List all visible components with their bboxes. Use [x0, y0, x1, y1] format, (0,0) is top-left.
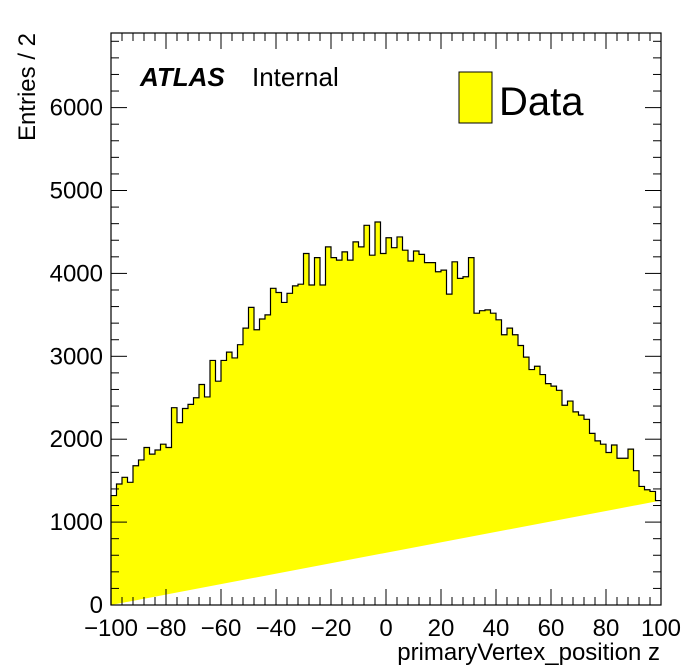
- y-tick-label: 1000: [50, 509, 103, 536]
- atlas-annotation: ATLAS Internal: [139, 62, 339, 92]
- legend-label: Data: [499, 80, 584, 124]
- x-tick-label: −40: [256, 615, 297, 642]
- legend-swatch: [458, 71, 493, 124]
- x-tick-label: 20: [428, 615, 455, 642]
- x-tick-labels: −100 −80 −60 −40 −20 0 20 40 60 80 100: [84, 615, 681, 642]
- axis-ticks: [110, 33, 662, 606]
- internal-label: Internal: [252, 62, 339, 92]
- histogram-area: [110, 221, 661, 605]
- histogram-outline: [110, 221, 661, 605]
- x-tick-label: −60: [201, 615, 242, 642]
- x-tick-label: −100: [84, 615, 138, 642]
- y-tick-label: 5000: [50, 178, 103, 205]
- x-tick-label: 80: [593, 615, 620, 642]
- x-axis-label: primaryVertex_position z: [397, 639, 660, 666]
- atlas-label: ATLAS: [139, 62, 225, 92]
- x-tick-label: 40: [483, 615, 510, 642]
- x-tick-label: 100: [641, 615, 681, 642]
- x-tick-label: 0: [379, 615, 392, 642]
- y-tick-label: 0: [90, 592, 103, 619]
- y-tick-label: 6000: [50, 95, 103, 122]
- y-tick-labels: 0 1000 2000 3000 4000 5000 6000: [50, 95, 103, 619]
- y-tick-label: 3000: [50, 343, 103, 370]
- y-tick-label: 2000: [50, 426, 103, 453]
- y-axis-label: Entries / 2: [14, 33, 41, 141]
- legend: Data: [458, 71, 584, 124]
- x-tick-label: −20: [311, 615, 352, 642]
- x-tick-label: −80: [146, 615, 187, 642]
- x-tick-label: 60: [538, 615, 565, 642]
- y-tick-label: 4000: [50, 260, 103, 287]
